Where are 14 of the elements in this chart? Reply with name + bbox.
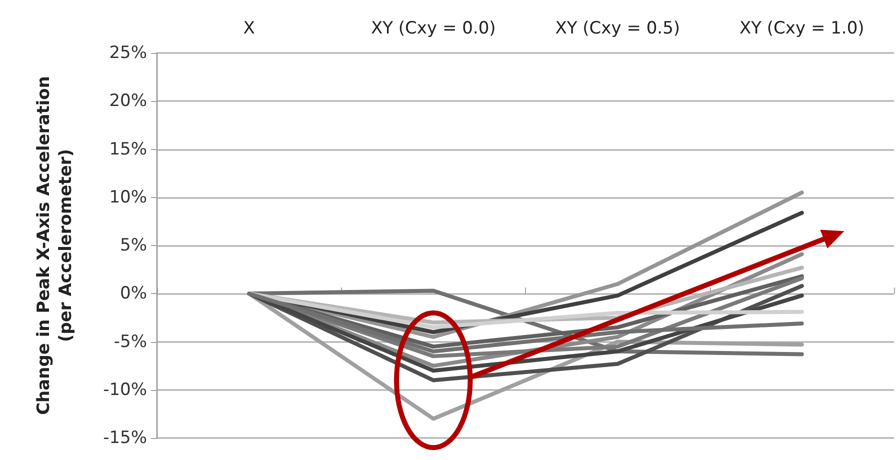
x-tick-label: X — [243, 18, 256, 38]
y-tick-label: 25% — [109, 43, 147, 63]
y-tick-label: 10% — [109, 187, 147, 208]
y-tick-label: 20% — [109, 91, 147, 112]
y-tick-label: 0% — [120, 284, 147, 304]
x-tick-label: XY (Cxy = 0.0) — [370, 18, 496, 38]
x-tick-label: XY (Cxy = 1.0) — [739, 18, 864, 38]
y-tick-label: -10% — [103, 380, 147, 400]
y-tick-label: -15% — [103, 428, 147, 448]
y-axis-title: Change in Peak X-Axis Acceleration (per Accelerometer) — [34, 76, 76, 415]
x-tick-label: XY (Cxy = 0.5) — [555, 18, 680, 38]
y-tick-label: -5% — [114, 332, 147, 352]
y-tick-label: 15% — [109, 139, 147, 160]
y-tick-label: 5% — [120, 236, 147, 256]
